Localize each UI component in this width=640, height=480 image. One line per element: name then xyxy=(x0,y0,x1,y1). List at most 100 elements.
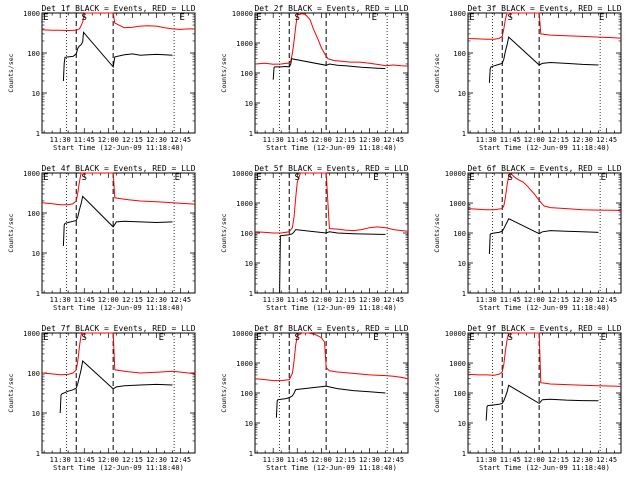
marker-label-s: S xyxy=(295,333,300,343)
x-tick-label: 12:45 xyxy=(383,456,404,464)
y-tick-label: 1 xyxy=(36,290,40,298)
lld-series-line xyxy=(467,172,622,212)
x-tick-label: 12:15 xyxy=(335,136,356,144)
x-axis-label: Start Time (12-Jun-09 11:18:40) xyxy=(266,304,397,312)
y-tick-label: 1 xyxy=(249,290,253,298)
panel-det-7f: Det 7f BLACK = Events, RED = LLD 1 10 100 10… xyxy=(7,324,196,472)
x-tick-label: 11:45 xyxy=(74,296,95,304)
events-series-line xyxy=(275,385,386,418)
panel-title: Det 3f BLACK = Events, RED = LLD xyxy=(467,4,621,13)
x-tick-label: 11:30 xyxy=(476,136,497,144)
x-tick-label: 12:15 xyxy=(122,136,143,144)
x-axis-label: Start Time (12-Jun-09 11:18:40) xyxy=(479,144,610,152)
x-tick-label: 12:30 xyxy=(359,296,380,304)
y-axis-label: Counts/sec xyxy=(7,213,15,252)
x-tick-label: 11:30 xyxy=(263,296,284,304)
events-series-line xyxy=(488,218,599,255)
panel-title: Det 5f BLACK = Events, RED = LLD xyxy=(254,164,408,173)
y-tick-label: 100 xyxy=(27,370,40,378)
events-series-line xyxy=(62,31,173,82)
x-tick-label: 12:00 xyxy=(98,296,119,304)
panel-det-9f: Det 9f BLACK = Events, RED = LLD 1 10 100 10… xyxy=(433,324,622,472)
lld-series-line xyxy=(254,13,409,67)
x-tick-label: 12:45 xyxy=(170,456,191,464)
x-tick-label: 12:15 xyxy=(335,296,356,304)
y-axis-label: Counts/sec xyxy=(220,213,228,252)
y-tick-label: 100 xyxy=(27,210,40,218)
events-series-line xyxy=(62,195,173,247)
x-tick-label: 12:45 xyxy=(596,136,617,144)
x-tick-label: 12:15 xyxy=(548,296,569,304)
y-tick-label: 1 xyxy=(462,130,466,138)
lld-series-line xyxy=(254,332,409,382)
marker-label-e: E xyxy=(599,13,604,23)
x-tick-label: 11:45 xyxy=(74,456,95,464)
y-tick-label: 10000 xyxy=(232,170,253,178)
x-tick-label: 12:00 xyxy=(98,456,119,464)
x-tick-label: 12:15 xyxy=(122,456,143,464)
panel-title: Det 6f BLACK = Events, RED = LLD xyxy=(467,164,621,173)
marker-label-s: S xyxy=(82,333,87,343)
y-tick-label: 100 xyxy=(240,70,253,78)
x-tick-label: 12:45 xyxy=(170,296,191,304)
x-tick-label: 12:45 xyxy=(596,296,617,304)
marker-label-s: S xyxy=(82,13,87,23)
events-series-line xyxy=(485,384,599,421)
plot-frame xyxy=(467,12,622,134)
marker-label-e: E xyxy=(179,13,184,23)
lld-series-line xyxy=(467,332,622,387)
y-tick-label: 10 xyxy=(245,100,253,108)
lld-series-line xyxy=(41,332,196,376)
y-tick-label: 10 xyxy=(32,90,40,98)
y-tick-label: 100 xyxy=(453,230,466,238)
y-tick-label: 10 xyxy=(245,260,253,268)
y-tick-label: 1000 xyxy=(236,200,253,208)
x-tick-label: 12:30 xyxy=(572,136,593,144)
x-tick-label: 11:45 xyxy=(74,136,95,144)
x-tick-label: 11:30 xyxy=(50,456,71,464)
marker-label-e: E xyxy=(256,173,261,183)
panel-title: Det 7f BLACK = Events, RED = LLD xyxy=(41,324,195,333)
y-tick-label: 1000 xyxy=(236,40,253,48)
plot-frame xyxy=(254,12,409,134)
x-tick-label: 12:30 xyxy=(146,456,167,464)
plot-frame xyxy=(41,332,196,454)
y-tick-label: 10000 xyxy=(445,330,466,338)
marker-label-s: S xyxy=(295,13,300,23)
x-tick-label: 12:15 xyxy=(335,456,356,464)
x-tick-label: 11:30 xyxy=(50,136,71,144)
x-tick-label: 11:45 xyxy=(287,136,308,144)
panel-title: Det 8f BLACK = Events, RED = LLD xyxy=(254,324,408,333)
x-tick-label: 11:30 xyxy=(476,456,497,464)
x-axis-label: Start Time (12-Jun-09 11:18:40) xyxy=(479,464,610,472)
y-tick-label: 1 xyxy=(36,130,40,138)
x-tick-label: 12:30 xyxy=(359,136,380,144)
x-axis-label: Start Time (12-Jun-09 11:18:40) xyxy=(266,464,397,472)
panel-det-8f: Det 8f BLACK = Events, RED = LLD 1 10 100 10… xyxy=(220,324,409,472)
x-axis-label: Start Time (12-Jun-09 11:18:40) xyxy=(266,144,397,152)
panel-det-1f: Det 1f BLACK = Events, RED = LLD 1 10 100 10… xyxy=(7,4,196,152)
y-tick-label: 1000 xyxy=(236,360,253,368)
y-tick-label: 100 xyxy=(240,390,253,398)
plot-frame xyxy=(41,172,196,294)
x-tick-label: 12:00 xyxy=(98,136,119,144)
x-tick-label: 12:30 xyxy=(146,296,167,304)
x-tick-label: 11:45 xyxy=(500,136,521,144)
y-tick-label: 1000 xyxy=(23,170,40,178)
panel-det-5f: Det 5f BLACK = Events, RED = LLD 1 10 100 10… xyxy=(220,164,409,312)
y-axis-label: Counts/sec xyxy=(7,53,15,92)
panel-det-3f: Det 3f BLACK = Events, RED = LLD 1 10 100 10… xyxy=(433,4,622,152)
marker-label-s: S xyxy=(508,173,513,183)
panel-title: Det 9f BLACK = Events, RED = LLD xyxy=(467,324,621,333)
marker-label-e: E xyxy=(601,333,606,343)
lld-series-line xyxy=(41,172,196,206)
y-tick-label: 1000 xyxy=(449,360,466,368)
events-series-line xyxy=(272,58,386,80)
x-tick-label: 12:00 xyxy=(311,456,332,464)
y-tick-label: 1 xyxy=(249,450,253,458)
marker-label-e: E xyxy=(373,333,378,343)
x-tick-label: 12:45 xyxy=(596,456,617,464)
lld-series-line xyxy=(41,12,195,32)
y-tick-label: 10 xyxy=(458,420,466,428)
x-tick-label: 12:00 xyxy=(524,456,545,464)
